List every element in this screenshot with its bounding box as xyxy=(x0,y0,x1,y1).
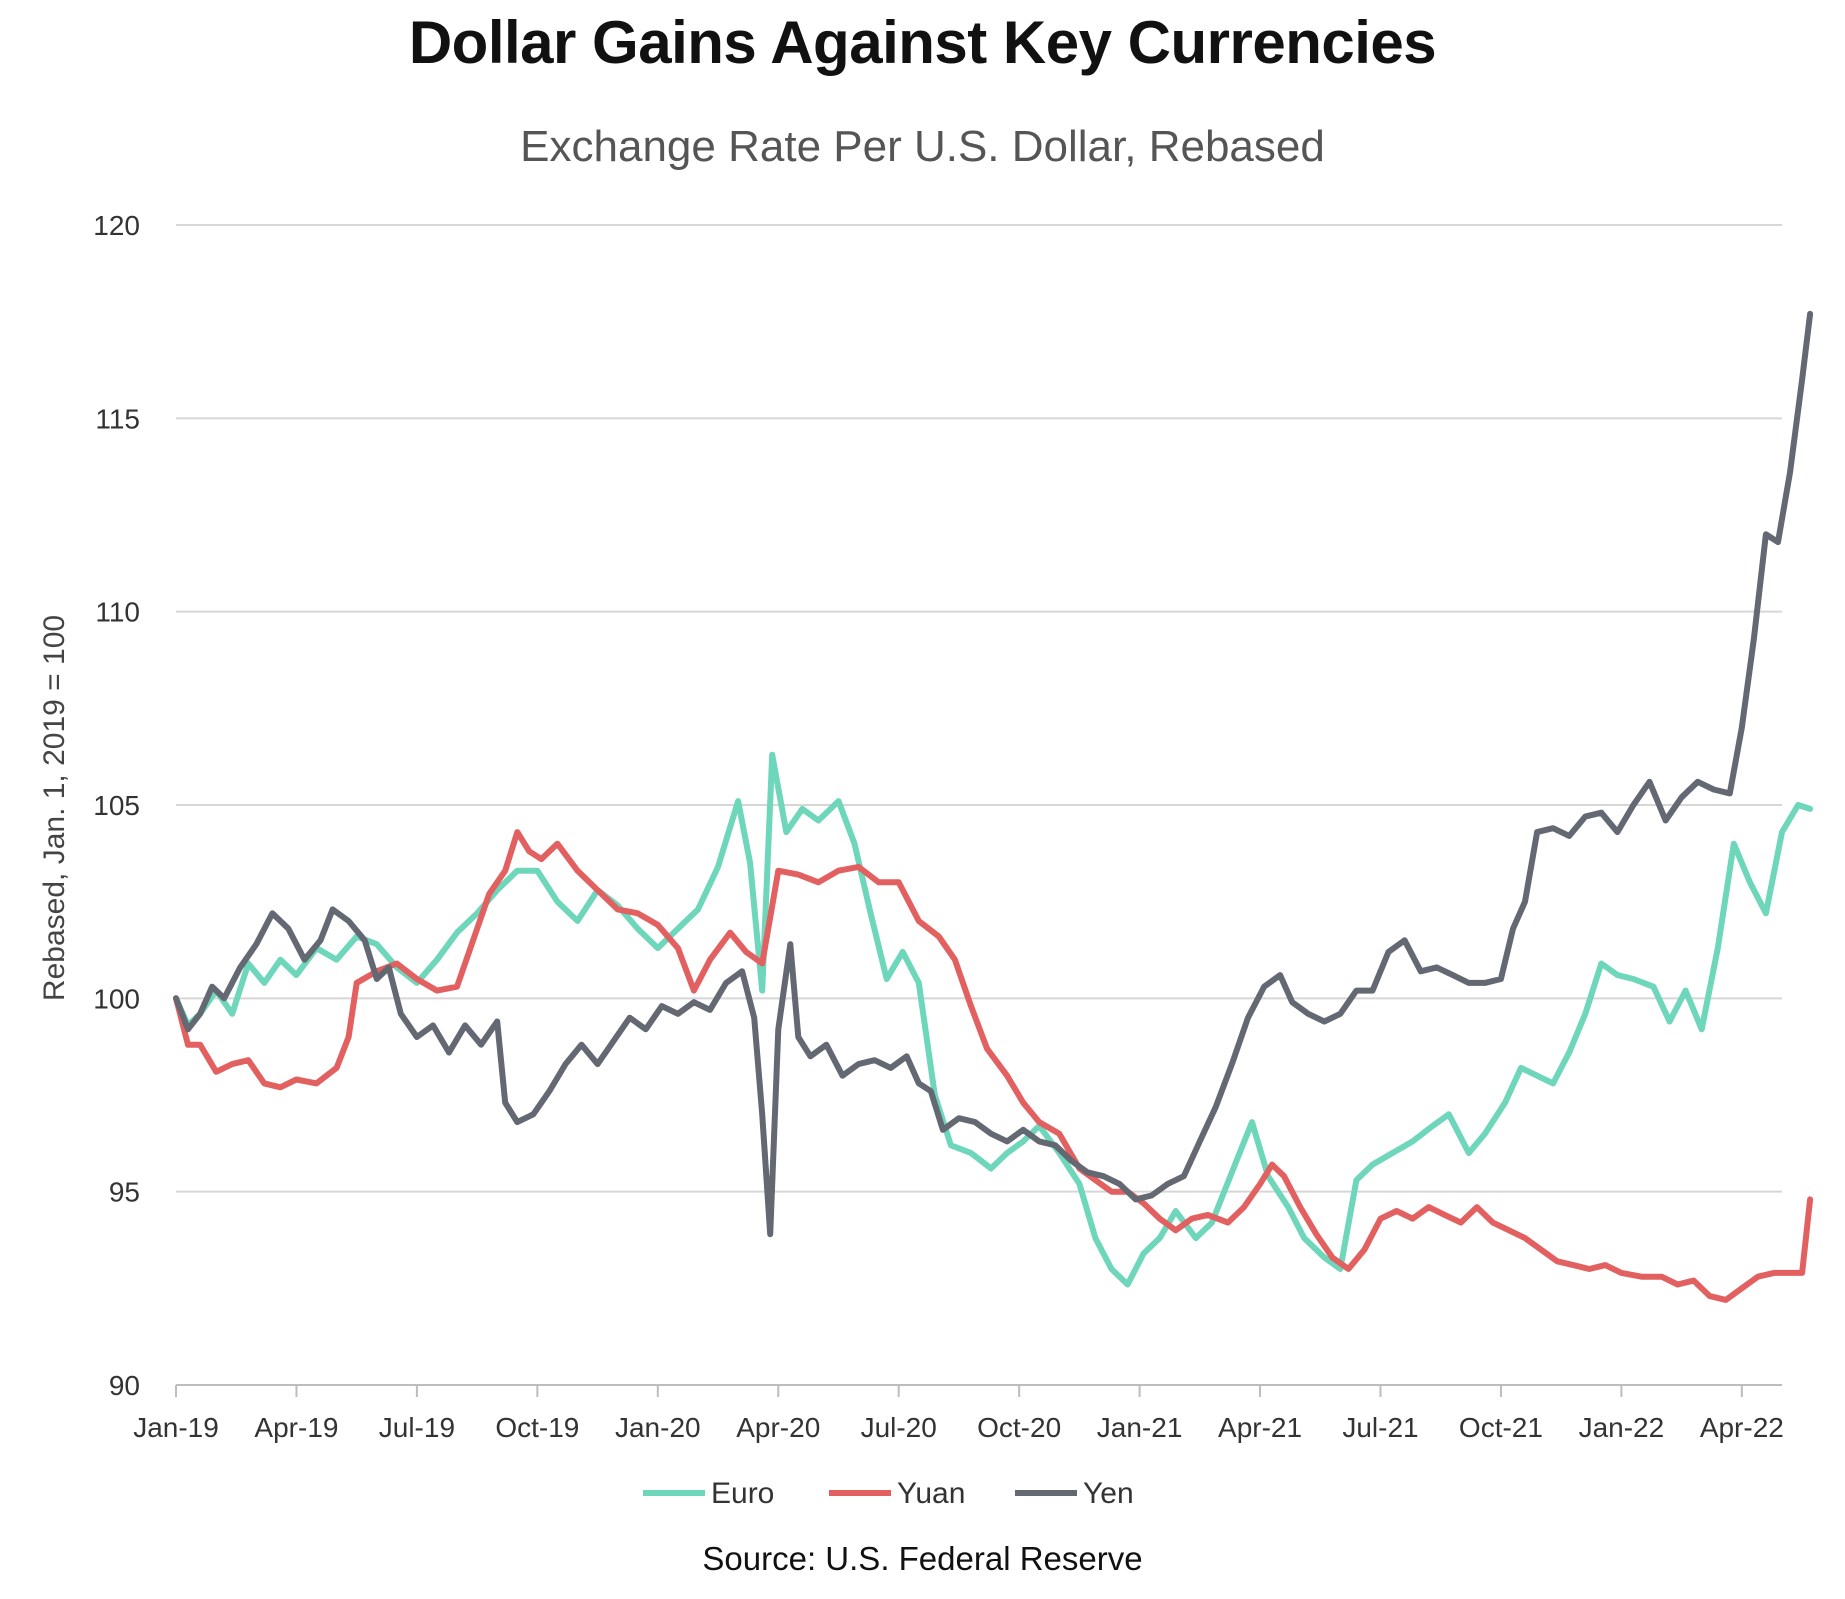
x-tick-label: Apr-21 xyxy=(1218,1412,1302,1443)
x-tick-label: Apr-19 xyxy=(254,1412,338,1443)
series-line-yuan xyxy=(173,829,1814,1303)
x-tick-label: Apr-20 xyxy=(736,1412,820,1443)
legend[interactable]: Euro Yuan Yen xyxy=(643,1477,1134,1510)
series-line-yen xyxy=(173,310,1814,1238)
y-tick-label: 95 xyxy=(109,1177,140,1208)
series-lines xyxy=(173,310,1814,1303)
chart-title: Dollar Gains Against Key Currencies xyxy=(408,9,1437,76)
x-tick-label: Oct-20 xyxy=(977,1412,1061,1443)
x-tick-label: Jul-19 xyxy=(379,1412,455,1443)
y-tick-label: 120 xyxy=(93,210,140,241)
legend-item-yuan[interactable]: Yuan xyxy=(829,1477,965,1510)
series-line-euro xyxy=(173,751,1814,1288)
y-tick-label: 90 xyxy=(109,1370,140,1401)
legend-label: Yen xyxy=(1083,1477,1134,1510)
x-axis: Jan-19 Apr-19 Jul-19 Oct-19 Jan-20 Apr-20 Jul-… xyxy=(133,1384,1784,1443)
x-tick-label: Jan-22 xyxy=(1579,1412,1665,1443)
chart-subtitle: Exchange Rate Per U.S. Dollar, Rebased xyxy=(520,122,1325,171)
source-note: Source: U.S. Federal Reserve xyxy=(702,1540,1143,1577)
legend-item-euro[interactable]: Euro xyxy=(643,1477,774,1510)
x-tick-label: Jul-21 xyxy=(1342,1412,1418,1443)
x-tick-label: Jul-20 xyxy=(861,1412,937,1443)
x-tick-label: Oct-19 xyxy=(495,1412,579,1443)
legend-label: Euro xyxy=(711,1477,774,1510)
x-tick-label: Jan-20 xyxy=(615,1412,701,1443)
y-axis-ticks: 90 95 100 105 110 115 120 xyxy=(93,210,140,1401)
y-tick-label: 115 xyxy=(95,403,140,434)
y-axis-label: Rebased, Jan. 1, 2019 = 100 xyxy=(38,615,71,1001)
y-tick-label: 110 xyxy=(95,597,140,628)
x-tick-label: Oct-21 xyxy=(1459,1412,1543,1443)
legend-label: Yuan xyxy=(897,1477,965,1510)
x-tick-label: Apr-22 xyxy=(1700,1412,1784,1443)
x-tick-label: Jan-19 xyxy=(133,1412,219,1443)
legend-item-yen[interactable]: Yen xyxy=(1015,1477,1134,1510)
x-tick-label: Jan-21 xyxy=(1097,1412,1183,1443)
y-tick-label: 105 xyxy=(93,790,140,821)
y-tick-label: 100 xyxy=(93,983,140,1014)
grid-lines xyxy=(176,224,1782,1193)
